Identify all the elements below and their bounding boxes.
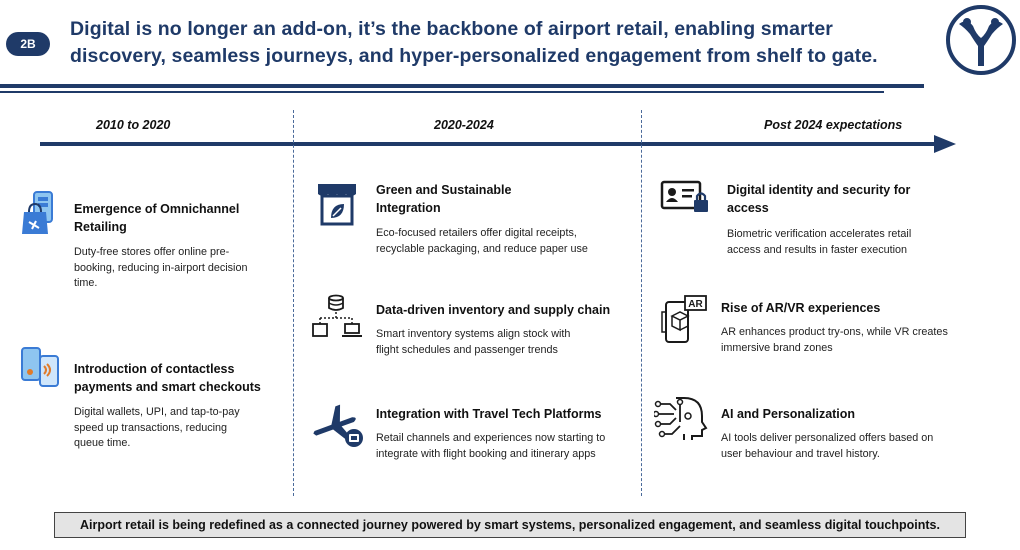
item-title-line: Green and Sustainable — [376, 183, 512, 197]
column-divider-1 — [293, 110, 294, 496]
item-title-line: AI and Personalization — [721, 407, 856, 421]
item-description-line: immersive brand zones — [721, 341, 833, 354]
item-title-line: access — [727, 201, 769, 215]
item-title-line: Digital identity and security for — [727, 183, 911, 197]
item-description-line: speed up transactions, reducing — [74, 421, 228, 434]
item-title: AI and Personalization — [721, 405, 991, 423]
item-description-line: AI tools deliver personalized offers bas… — [721, 432, 934, 444]
company-logo-icon — [946, 5, 1016, 75]
page-headline: Digital is no longer an add-on, it’s the… — [70, 16, 930, 70]
item-ai-personalization: AI and Personalization AI tools deliver … — [721, 405, 991, 462]
item-description-line: AR enhances product try-ons, while VR cr… — [721, 326, 948, 338]
item-description-line: access and results in faster execution — [727, 243, 908, 256]
item-title: Data-driven inventory and supply chain — [376, 301, 636, 319]
contactless-payment-icon — [21, 347, 59, 387]
data-network-icon — [312, 294, 362, 337]
timeline-arrow — [40, 135, 956, 153]
item-omnichannel-retailing: Emergence of Omnichannel Retailing Duty-… — [74, 200, 270, 292]
period-label-3: Post 2024 expectations — [764, 118, 903, 132]
item-title-line: Emergence of Omnichannel — [74, 202, 240, 216]
item-description: Duty-free stores offer online pre- booki… — [74, 245, 270, 292]
item-description-line: flight schedules and passenger trends — [376, 343, 558, 356]
item-title-line: Retailing — [74, 220, 127, 234]
item-title: Green and Sustainable Integration — [376, 181, 626, 217]
item-travel-tech: Integration with Travel Tech Platforms R… — [376, 405, 636, 462]
section-badge: 2B — [6, 32, 50, 56]
ar-icon-label: AR — [688, 299, 703, 310]
item-description-line: recyclable packaging, and reduce paper u… — [376, 242, 588, 255]
period-label-2: 2020-2024 — [434, 118, 494, 132]
item-title: Emergence of Omnichannel Retailing — [74, 200, 270, 236]
summary-banner: Airport retail is being redefined as a c… — [54, 512, 966, 538]
eco-store-icon — [318, 184, 356, 226]
item-description-line: user behaviour and travel history. — [721, 447, 880, 460]
item-data-driven-inventory: Data-driven inventory and supply chain S… — [376, 301, 636, 358]
item-description-line: Retail channels and experiences now star… — [376, 432, 606, 444]
item-title-line: Integration with Travel Tech Platforms — [376, 407, 602, 421]
item-description: Smart inventory systems align stock with… — [376, 327, 636, 358]
item-title: Digital identity and security for access — [727, 181, 987, 217]
item-title: Introduction of contactless payments and… — [74, 360, 270, 396]
item-description-line: time. — [74, 277, 98, 289]
ai-head-icon — [654, 397, 708, 440]
item-description: AR enhances product try-ons, while VR cr… — [721, 325, 991, 356]
item-description-line: queue time. — [74, 437, 131, 449]
item-green-sustainable: Green and Sustainable Integration Eco-fo… — [376, 181, 626, 257]
item-description: Digital wallets, UPI, and tap-to-pay spe… — [74, 405, 270, 452]
item-description: AI tools deliver personalized offers bas… — [721, 431, 991, 462]
item-title-line: payments and smart checkouts — [74, 380, 261, 394]
item-description: Eco-focused retailers offer digital rece… — [376, 226, 626, 257]
ar-phone-icon: AR — [661, 295, 707, 343]
digital-id-lock-icon — [660, 180, 708, 212]
column-divider-2 — [641, 110, 642, 496]
item-description: Biometric verification accelerates retai… — [727, 227, 987, 258]
item-title-line: Data-driven inventory and supply chain — [376, 303, 611, 317]
item-title: Integration with Travel Tech Platforms — [376, 405, 636, 423]
item-title-line: Introduction of contactless — [74, 362, 235, 376]
item-description-line: integrate with flight booking and itiner… — [376, 447, 596, 460]
item-title: Rise of AR/VR experiences — [721, 299, 991, 317]
header-rule-thick — [0, 84, 924, 88]
omnichannel-shopping-icon — [22, 191, 53, 234]
item-description-line: Digital wallets, UPI, and tap-to-pay — [74, 406, 240, 418]
item-digital-identity: Digital identity and security for access… — [727, 181, 987, 258]
item-description-line: Duty-free stores offer online pre- — [74, 246, 230, 258]
item-description-line: Biometric verification accelerates retai… — [727, 228, 912, 240]
item-title-line: Rise of AR/VR experiences — [721, 301, 881, 315]
item-description-line: Smart inventory systems align stock with — [376, 328, 571, 340]
headline-line-1: Digital is no longer an add-on, it’s the… — [70, 18, 833, 40]
header-rule-thin — [0, 91, 884, 93]
item-ar-vr: Rise of AR/VR experiences AR enhances pr… — [721, 299, 991, 356]
item-title-line: Integration — [376, 201, 441, 215]
item-description: Retail channels and experiences now star… — [376, 431, 636, 462]
item-description-line: Eco-focused retailers offer digital rece… — [376, 227, 577, 239]
period-label-1: 2010 to 2020 — [96, 118, 171, 132]
travel-tech-icon — [313, 404, 363, 447]
item-contactless-payments: Introduction of contactless payments and… — [74, 360, 270, 452]
item-description-line: booking, reducing in-airport decision — [74, 261, 248, 274]
headline-line-2: discovery, seamless journeys, and hyper-… — [70, 45, 878, 67]
